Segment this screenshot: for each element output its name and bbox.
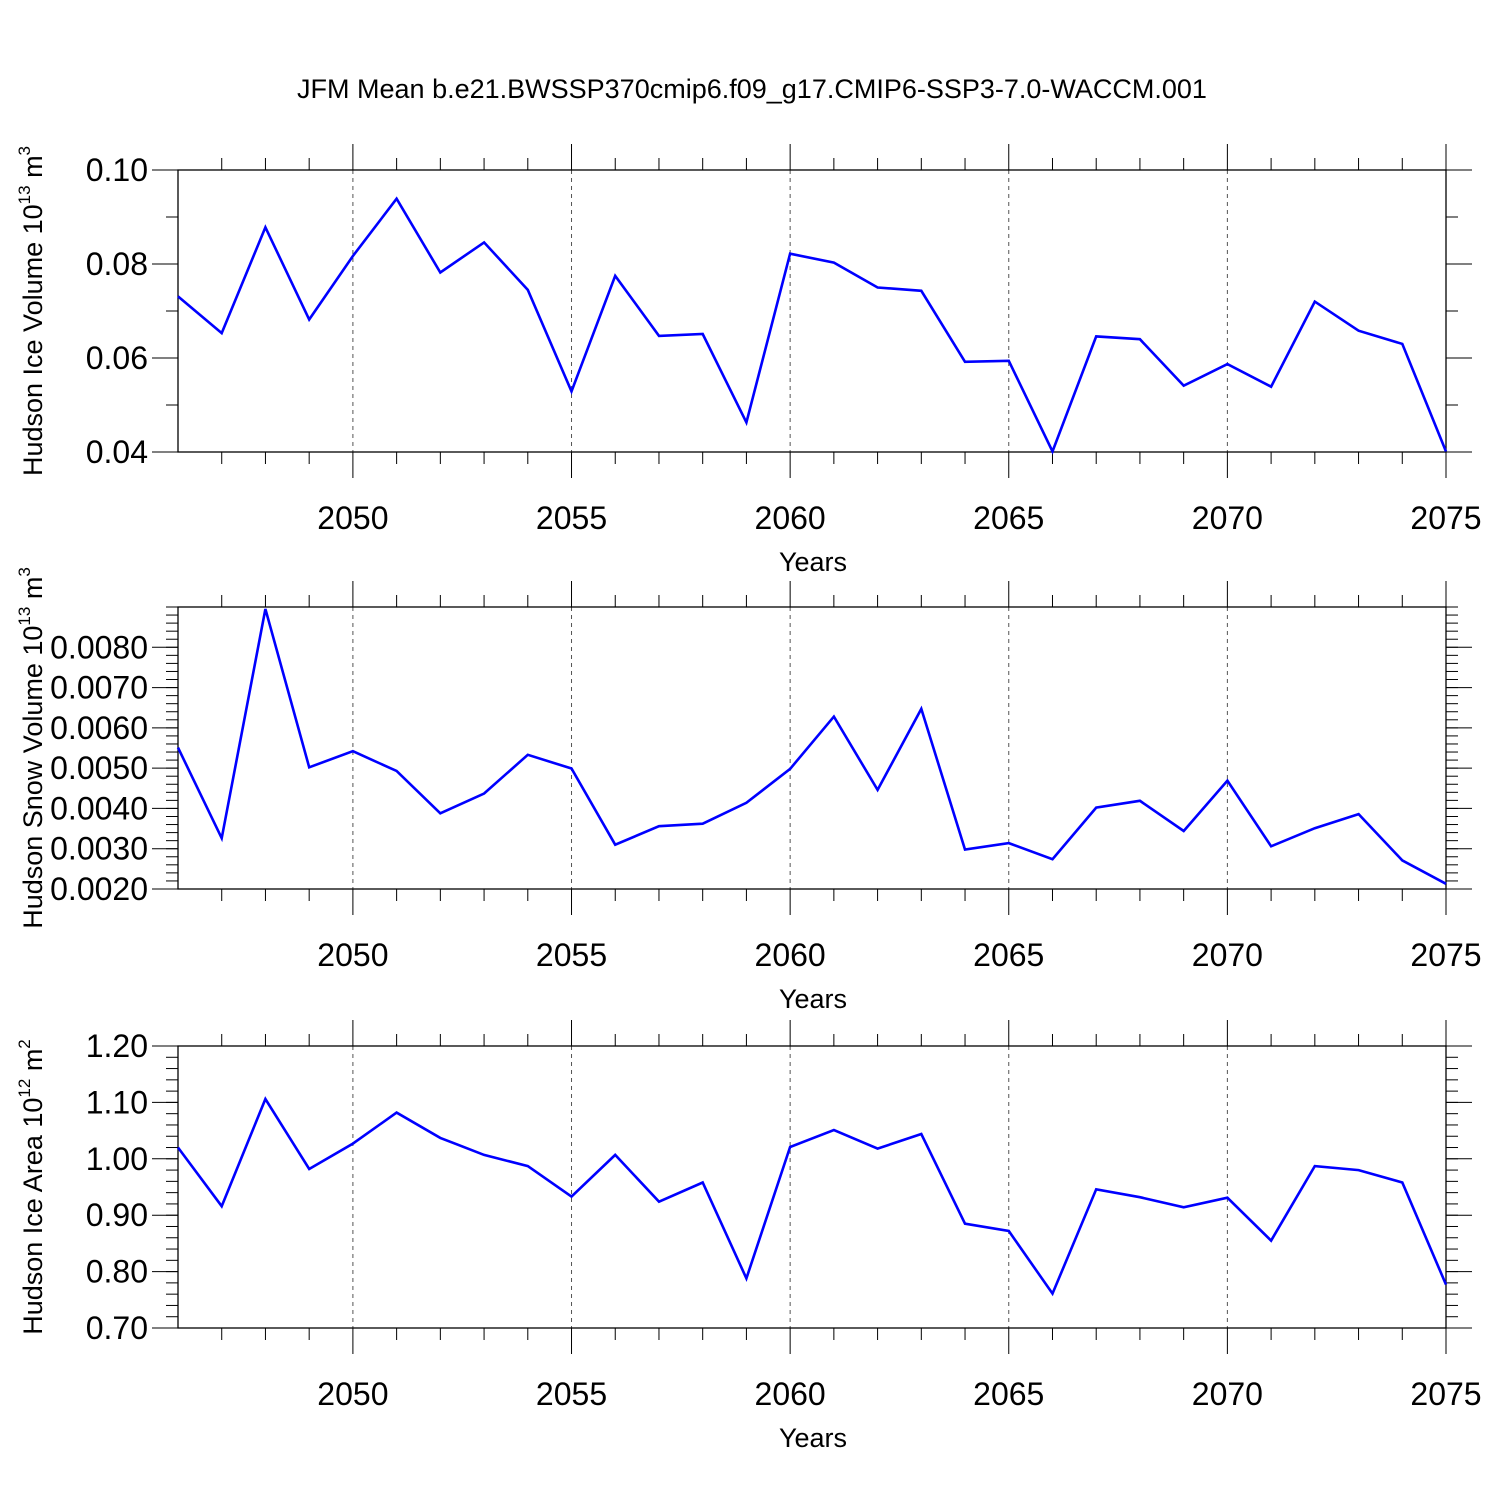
y-tick-label: 0.0050	[50, 750, 148, 786]
plot-frame	[177, 1045, 1447, 1329]
y-tick-label: 0.0070	[50, 670, 148, 706]
x-tick-label: 2075	[1410, 500, 1481, 536]
x-tick-label: 2050	[317, 1376, 388, 1412]
y-tick-label: 0.80	[86, 1254, 148, 1290]
x-axis-label: Years	[779, 1423, 847, 1453]
x-tick-label: 2055	[536, 500, 607, 536]
x-axis-label: Years	[779, 984, 847, 1014]
panel-snow-volume: 0.0020 0.0030 0.0040 0.0050 0.0060 0.0070 0.00…	[15, 567, 1482, 1014]
x-tick-label: 2055	[536, 937, 607, 973]
x-tick-label: 2070	[1192, 500, 1263, 536]
y-tick-label: 0.0080	[50, 629, 148, 665]
x-tick-label: 2060	[755, 500, 826, 536]
x-tick-label: 2065	[973, 500, 1044, 536]
series-line	[176, 1096, 1448, 1297]
x-tick-label: 2075	[1410, 1376, 1481, 1412]
y-tick-label: 1.20	[86, 1028, 148, 1064]
x-tick-label: 2075	[1410, 937, 1481, 973]
y-tick-label: 0.70	[86, 1310, 148, 1346]
series-line	[176, 608, 1447, 885]
y-tick-label: 0.0020	[50, 871, 148, 907]
x-tick-label: 2065	[973, 937, 1044, 973]
y-tick-label: 1.00	[86, 1141, 148, 1177]
series-line	[177, 196, 1448, 455]
y-tick-label: 0.06	[86, 340, 148, 376]
x-tick-label: 2055	[536, 1376, 607, 1412]
x-tick-label: 2060	[755, 1376, 826, 1412]
y-axis-label: Hudson Ice Area 1012 m2	[15, 1039, 48, 1335]
panel-ice-volume: 0.04 0.06 0.08 0.10 2050 2055 2060 2065 2070 2075…	[15, 144, 1482, 577]
plot-frame	[177, 606, 1447, 890]
x-axis-label: Years	[779, 547, 847, 577]
x-tick-label: 2050	[317, 500, 388, 536]
plot-frame	[177, 169, 1447, 453]
x-tick-label: 2065	[973, 1376, 1044, 1412]
y-tick-label: 0.10	[86, 152, 148, 188]
panel-ice-area: 0.70 0.80 0.90 1.00 1.10 1.20 2050 2055 2060 2065…	[15, 1020, 1482, 1453]
y-tick-label: 0.0030	[50, 831, 148, 867]
y-tick-label: 0.90	[86, 1197, 148, 1233]
y-tick-label: 1.10	[86, 1084, 148, 1120]
y-tick-label: 0.04	[86, 434, 148, 470]
x-tick-label: 2070	[1192, 1376, 1263, 1412]
y-tick-label: 0.0040	[50, 790, 148, 826]
chart-title: JFM Mean b.e21.BWSSP370cmip6.f09_g17.CMI…	[297, 74, 1207, 104]
x-tick-label: 2070	[1192, 937, 1263, 973]
y-axis-label: Hudson Ice Volume 1013 m3	[15, 146, 48, 476]
y-tick-label: 0.08	[86, 246, 148, 282]
y-axis-label: Hudson Snow Volume 1013 m3	[15, 567, 48, 929]
x-tick-label: 2060	[755, 937, 826, 973]
x-tick-label: 2050	[317, 937, 388, 973]
y-tick-label: 0.0060	[50, 710, 148, 746]
